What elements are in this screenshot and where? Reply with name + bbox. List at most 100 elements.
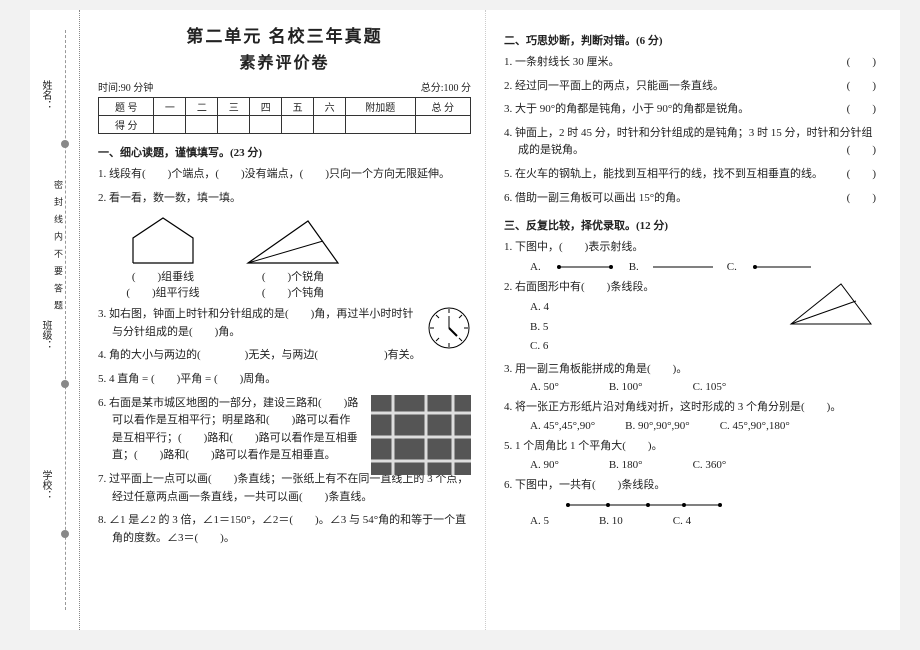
- fig2-label-2: ( )个钝角: [238, 284, 348, 300]
- opt-c: C. 45°,90°,180°: [720, 420, 790, 432]
- total-label: 总分:100 分: [421, 79, 471, 94]
- q2-2-text: 2. 经过同一平面上的两点，只能画一条直线。: [504, 80, 724, 92]
- triangle-diagonal-icon: [786, 279, 876, 329]
- q2-2: 2. 经过同一平面上的两点，只能画一条直线。 ( ): [504, 78, 876, 96]
- score-header: 题 号: [99, 98, 154, 116]
- tf-blank[interactable]: ( ): [861, 166, 876, 184]
- table-row: 题 号 一 二 三 四 五 六 附加题 总 分: [99, 98, 471, 116]
- house-figure: ( )组垂线 ( )组平行线: [118, 213, 208, 300]
- opt-a: A. 5: [530, 515, 549, 527]
- q1-5: 5. 4 直角 = ( )平角 = ( )周角。: [98, 371, 471, 389]
- punch-hole: [61, 530, 69, 538]
- score-header: 二: [186, 98, 218, 116]
- q1-6-text: 6. 右面是某市城区地图的一部分，建设三路和( )路可以看作是互相平行；明星路和…: [98, 397, 358, 462]
- exam-page: 姓名： 密 封 线 内 不 要 答 题 班级： 学校： 第二单元 名校三年真题 …: [30, 10, 900, 630]
- ray-icon: [751, 262, 811, 272]
- q2-6-text: 6. 借助一副三角板可以画出 15°的角。: [504, 192, 687, 204]
- q3-2-text: 2. 右面图形中有( )条线段。: [504, 281, 654, 293]
- clock-icon: [427, 306, 471, 350]
- fold-line: [65, 30, 66, 610]
- score-cell[interactable]: [346, 116, 416, 134]
- q1-2-figures: ( )组垂线 ( )组平行线 ( )个锐角 ( )个钝角: [118, 213, 471, 300]
- score-header: 五: [282, 98, 314, 116]
- score-header: 四: [250, 98, 282, 116]
- tf-blank[interactable]: ( ): [861, 101, 876, 119]
- score-table: 题 号 一 二 三 四 五 六 附加题 总 分 得 分: [98, 97, 471, 134]
- exam-title-2: 素养评价卷: [98, 49, 471, 73]
- tf-blank[interactable]: ( ): [861, 78, 876, 96]
- triangle-figure: ( )个锐角 ( )个钝角: [238, 213, 348, 300]
- q1-6: 6. 右面是某市城区地图的一部分，建设三路和( )路可以看作是互相平行；明星路和…: [98, 395, 471, 465]
- q3-3: 3. 用一副三角板能拼成的角是( )。: [504, 361, 876, 379]
- table-row: 得 分: [99, 116, 471, 134]
- tf-blank[interactable]: ( ): [861, 142, 876, 160]
- q1-3: 3. 如右图，钟面上时针和分针组成的是( )角，再过半小时时针与分针组成的是( …: [98, 306, 471, 341]
- opt-a: A. 90°: [530, 459, 559, 471]
- q2-5: 5. 在火车的钢轨上，能找到互相平行的线，找不到互相垂直的线。 ( ): [504, 166, 876, 184]
- tf-blank[interactable]: ( ): [861, 54, 876, 72]
- q3-1-options: A. B. C.: [504, 261, 876, 273]
- q3-6: 6. 下图中，一共有( )条线段。: [504, 477, 876, 495]
- score-header: 总 分: [415, 98, 470, 116]
- opt-b: B.: [629, 261, 639, 273]
- q2-4-text: 4. 钟面上，2 时 45 分，时针和分针组成的是钝角；3 时 15 分，时针和…: [504, 127, 873, 157]
- opt-b: B. 90°,90°,90°: [625, 420, 690, 432]
- segment-icon: [555, 262, 615, 272]
- left-column: 第二单元 名校三年真题 素养评价卷 时间:90 分钟 总分:100 分 题 号 …: [80, 10, 485, 630]
- time-label: 时间:90 分钟: [98, 79, 153, 94]
- q3-6-figure: [504, 498, 876, 512]
- q3-2: 2. 右面图形中有( )条线段。: [504, 279, 876, 297]
- exam-title-1: 第二单元 名校三年真题: [98, 22, 471, 47]
- exam-meta: 时间:90 分钟 总分:100 分: [98, 79, 471, 94]
- q2-4: 4. 钟面上，2 时 45 分，时针和分针组成的是钝角；3 时 15 分，时针和…: [504, 125, 876, 160]
- tf-blank[interactable]: ( ): [861, 190, 876, 208]
- q2-5-text: 5. 在火车的钢轨上，能找到互相平行的线，找不到互相垂直的线。: [504, 168, 823, 180]
- q2-6: 6. 借助一副三角板可以画出 15°的角。 ( ): [504, 190, 876, 208]
- opt-b: B. 180°: [609, 459, 643, 471]
- fig1-label-1: ( )组垂线: [118, 268, 208, 284]
- q1-1: 1. 线段有( )个端点，( )没有端点，( )只向一个方向无限延伸。: [98, 166, 471, 184]
- fig1-label-2: ( )组平行线: [118, 284, 208, 300]
- score-cell[interactable]: [314, 116, 346, 134]
- section-3-title: 三、反复比较，择优录取。(12 分): [504, 217, 876, 233]
- score-header: 附加题: [346, 98, 416, 116]
- opt-a: A. 50°: [530, 381, 559, 393]
- right-column: 二、巧思妙断，判断对错。(6 分) 1. 一条射线长 30 厘米。 ( ) 2. …: [485, 10, 890, 630]
- score-cell[interactable]: [154, 116, 186, 134]
- opt-a: A.: [530, 261, 541, 273]
- q1-3-text: 3. 如右图，钟面上时针和分针组成的是( )角，再过半小时时针与分针组成的是( …: [98, 308, 413, 338]
- opt-b: B. 100°: [609, 381, 643, 393]
- opt-c: C. 360°: [693, 459, 727, 471]
- q3-5-options: A. 90° B. 180° C. 360°: [504, 459, 876, 471]
- q3-4-options: A. 45°,45°,90° B. 90°,90°,90° C. 45°,90°…: [504, 420, 876, 432]
- binding-margin: 姓名： 密 封 线 内 不 要 答 题 班级： 学校：: [30, 10, 80, 630]
- section-1-title: 一、细心读题，谨慎填写。(23 分): [98, 144, 471, 160]
- line-icon: [653, 262, 713, 272]
- opt-c: C.: [727, 261, 737, 273]
- name-field-label: 姓名：: [38, 80, 53, 110]
- q3-6-options: A. 5 B. 10 C. 4: [504, 515, 876, 527]
- section-2-title: 二、巧思妙断，判断对错。(6 分): [504, 32, 876, 48]
- q3-3-options: A. 50° B. 100° C. 105°: [504, 381, 876, 393]
- opt-c: C. 4: [673, 515, 691, 527]
- q3-4: 4. 将一张正方形纸片沿对角线对折，这时形成的 3 个角分别是( )。: [504, 399, 876, 417]
- score-cell[interactable]: [282, 116, 314, 134]
- q3-2-c: C. 6: [504, 338, 876, 355]
- map-figure: [371, 395, 471, 475]
- score-header: 三: [218, 98, 250, 116]
- q3-1: 1. 下图中，( )表示射线。: [504, 239, 876, 257]
- q2-3: 3. 大于 90°的角都是钝角，小于 90°的角都是锐角。 ( ): [504, 101, 876, 119]
- opt-a: A. 45°,45°,90°: [530, 420, 595, 432]
- school-field-label: 学校：: [38, 470, 53, 500]
- score-header: 一: [154, 98, 186, 116]
- score-cell[interactable]: [218, 116, 250, 134]
- punch-hole: [61, 140, 69, 148]
- q2-3-text: 3. 大于 90°的角都是钝角，小于 90°的角都是锐角。: [504, 103, 749, 115]
- score-header: 六: [314, 98, 346, 116]
- q2-1-text: 1. 一条射线长 30 厘米。: [504, 56, 620, 68]
- q2-1: 1. 一条射线长 30 厘米。 ( ): [504, 54, 876, 72]
- score-cell[interactable]: [415, 116, 470, 134]
- q1-4: 4. 角的大小与两边的( )无关，与两边( )有关。: [98, 347, 471, 365]
- score-cell[interactable]: [186, 116, 218, 134]
- score-cell[interactable]: [250, 116, 282, 134]
